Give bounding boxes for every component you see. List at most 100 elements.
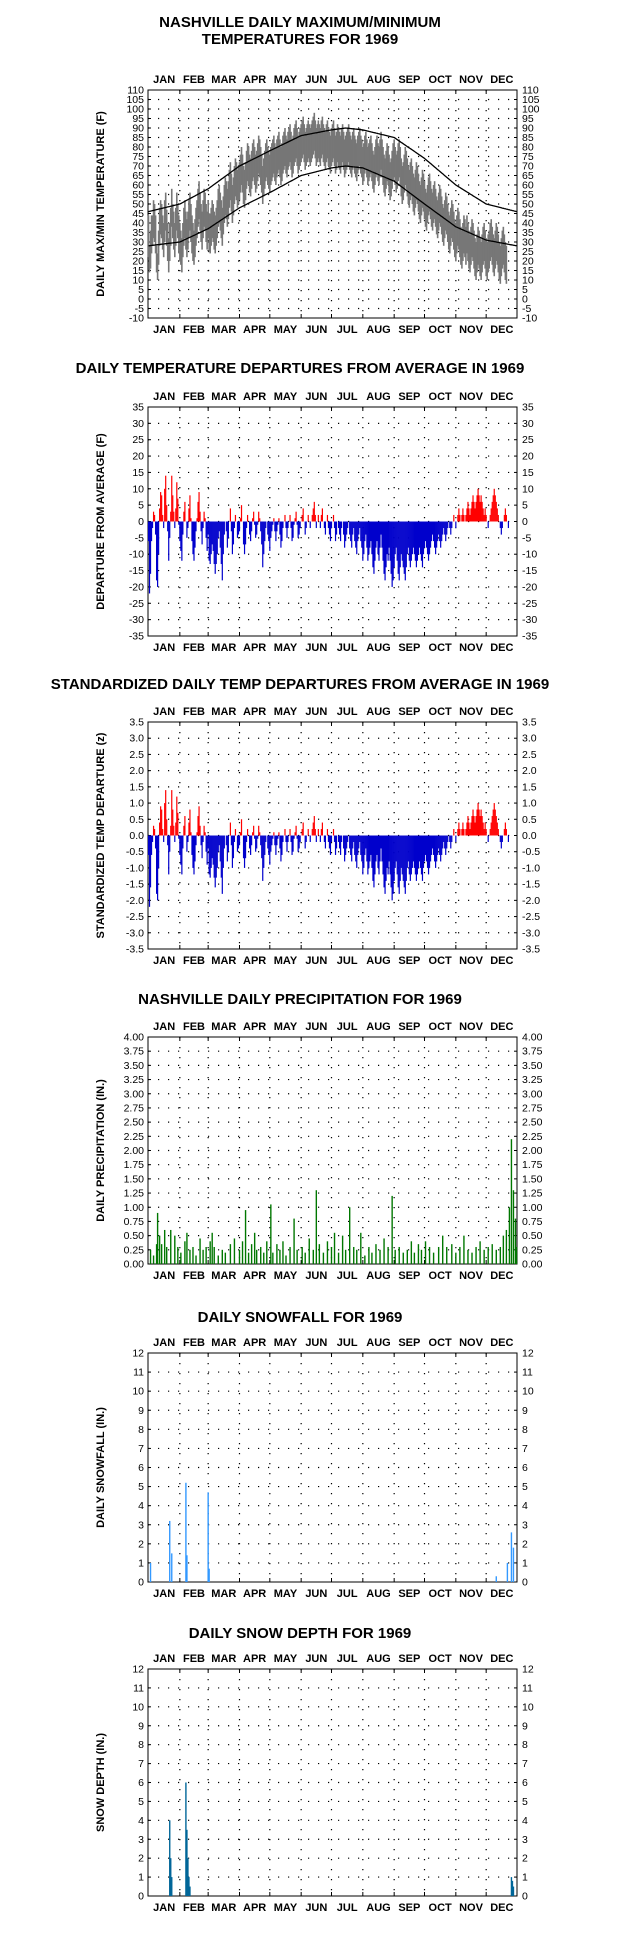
month-label-top: APR [243, 1021, 266, 1033]
month-label-bottom: MAR [211, 642, 236, 654]
month-label-top: MAR [211, 1337, 236, 1349]
month-label-bottom: OCT [429, 1270, 453, 1282]
y-tick-label-left: 2.25 [124, 1131, 145, 1143]
month-label-top: JUL [337, 1653, 358, 1665]
y-tick-label-right: 5 [522, 1481, 528, 1493]
y-tick-label-right: -3.5 [522, 944, 540, 956]
y-tick-label-right: 2.75 [522, 1102, 543, 1114]
month-label-top: JUN [305, 706, 327, 718]
y-tick-label-right: 15 [522, 265, 534, 277]
y-axis-label: STANDARDIZED TEMP DEPARTURE (z) [95, 732, 107, 938]
y-tick-label-right: 3.00 [522, 1088, 543, 1100]
y-axis-label: DEPARTURE FROM AVERAGE (F) [95, 433, 107, 610]
month-label-bottom: JUL [337, 955, 358, 967]
y-tick-label-left: -20 [129, 581, 144, 593]
y-tick-label-right: 10 [522, 275, 534, 287]
y-tick-label-right: 5 [522, 284, 528, 296]
y-tick-label-left: 8 [138, 1424, 144, 1436]
month-label-top: APR [243, 1653, 266, 1665]
y-tick-label-right: 12 [522, 1664, 534, 1676]
y-tick-label-right: 105 [522, 94, 540, 106]
y-tick-label-left: 3.5 [129, 717, 144, 729]
y-tick-label-right: 0 [522, 1577, 528, 1589]
y-tick-label-right: -25 [522, 598, 537, 610]
month-label-bottom: AUG [366, 955, 390, 967]
y-tick-label-right: 3.25 [522, 1074, 543, 1086]
y-tick-label-right: 50 [522, 199, 534, 211]
month-label-bottom: AUG [366, 642, 390, 654]
month-label-bottom: DEC [490, 1588, 513, 1600]
month-label-bottom: SEP [398, 1902, 420, 1914]
month-label-top: APR [243, 706, 266, 718]
month-label-top: SEP [398, 706, 420, 718]
month-label-top: JUL [337, 1021, 358, 1033]
month-label-top: MAR [211, 1653, 236, 1665]
chart-title-standardized: STANDARDIZED DAILY TEMP DEPARTURES FROM … [50, 676, 550, 693]
y-tick-label-right: -30 [522, 614, 537, 626]
month-label-top: DEC [490, 1653, 513, 1665]
y-tick-label-right: 35 [522, 227, 534, 239]
month-label-top: SEP [398, 1337, 420, 1349]
month-label-top: MAR [211, 74, 236, 86]
month-label-top: MAY [274, 1021, 298, 1033]
y-tick-label-right: -2.0 [522, 895, 540, 907]
month-label-bottom: JAN [153, 642, 175, 654]
y-tick-label-left: 20 [132, 256, 144, 268]
y-tick-label-right: 1 [522, 1872, 528, 1884]
y-tick-label-right: -10 [522, 313, 537, 325]
month-label-bottom: FEB [183, 642, 205, 654]
month-label-top: JUL [337, 1337, 358, 1349]
y-tick-label-left: 10 [132, 483, 144, 495]
month-label-top: NOV [459, 706, 484, 718]
y-tick-label-right: 8 [522, 1739, 528, 1751]
y-tick-label-left: 1.00 [124, 1202, 145, 1214]
y-tick-label-left: 85 [132, 132, 144, 144]
month-label-bottom: AUG [366, 324, 390, 336]
month-label-top: FEB [183, 391, 205, 403]
y-tick-label-right: 1.0 [522, 798, 537, 810]
month-label-top: DEC [490, 706, 513, 718]
y-tick-label-left: -1.5 [126, 879, 144, 891]
month-label-bottom: JAN [153, 955, 175, 967]
month-label-top: DEC [490, 1021, 513, 1033]
y-tick-label-right: 0 [522, 516, 528, 528]
y-tick-label-right: -0.5 [522, 846, 540, 858]
y-tick-label-left: 5 [138, 284, 144, 296]
month-label-top: JUL [337, 74, 358, 86]
month-label-top: JUN [305, 74, 327, 86]
y-tick-label-right: 25 [522, 434, 534, 446]
y-tick-label-left: -3.0 [126, 927, 144, 939]
month-label-bottom: JUN [305, 1588, 327, 1600]
y-tick-label-left: -30 [129, 614, 144, 626]
y-tick-label-left: 70 [132, 161, 144, 173]
y-tick-label-right: 20 [522, 451, 534, 463]
y-tick-label-right: 7 [522, 1758, 528, 1770]
y-tick-label-left: 9 [138, 1405, 144, 1417]
month-label-top: MAR [211, 1021, 236, 1033]
y-tick-label-right: 3 [522, 1519, 528, 1531]
month-label-top: MAR [211, 706, 236, 718]
month-label-top: JUL [337, 391, 358, 403]
month-label-top: SEP [398, 1021, 420, 1033]
month-label-top: OCT [429, 1021, 453, 1033]
y-tick-label-right: 10 [522, 1701, 534, 1713]
y-tick-label-right: 8 [522, 1424, 528, 1436]
month-label-bottom: SEP [398, 1588, 420, 1600]
y-axis-label: DAILY SNOWFALL (IN.) [95, 1407, 107, 1528]
y-tick-label-left: 5 [138, 500, 144, 512]
month-label-bottom: AUG [366, 1270, 390, 1282]
y-tick-label-right: -20 [522, 581, 537, 593]
y-tick-label-right: 2.0 [522, 765, 537, 777]
month-label-top: JUN [305, 1337, 327, 1349]
month-label-bottom: AUG [366, 1902, 390, 1914]
y-tick-label-left: 1.75 [124, 1159, 145, 1171]
y-tick-label-right: -1.0 [522, 862, 540, 874]
y-tick-label-left: 65 [132, 170, 144, 182]
month-label-top: MAY [274, 391, 298, 403]
month-label-top: OCT [429, 391, 453, 403]
y-tick-label-left: 1.5 [129, 781, 144, 793]
y-tick-label-right: 4 [522, 1500, 528, 1512]
y-tick-label-right: 6 [522, 1462, 528, 1474]
y-tick-label-right: 55 [522, 189, 534, 201]
y-tick-label-right: 11 [522, 1367, 533, 1379]
